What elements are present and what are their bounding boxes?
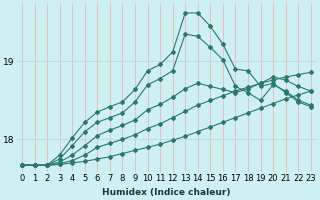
X-axis label: Humidex (Indice chaleur): Humidex (Indice chaleur) [102,188,231,197]
